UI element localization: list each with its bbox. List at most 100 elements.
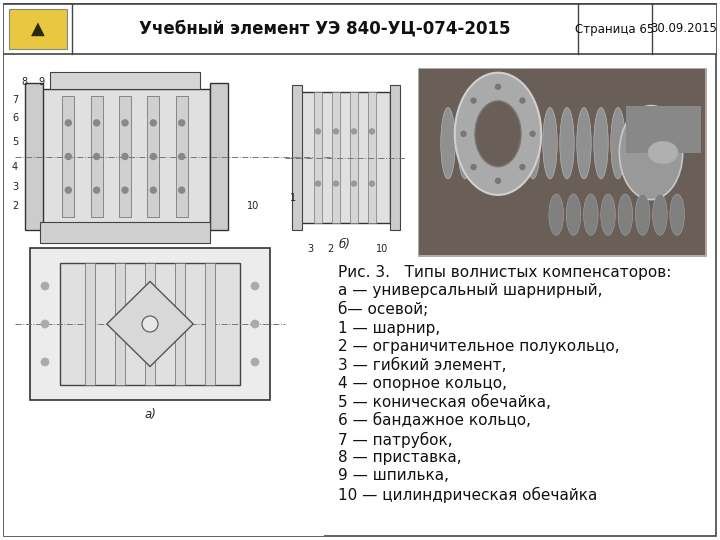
Bar: [119, 96, 131, 217]
Circle shape: [530, 131, 535, 136]
Text: 8 — приставка,: 8 — приставка,: [338, 450, 462, 465]
Text: 2: 2: [12, 201, 18, 211]
Bar: [85, 263, 95, 385]
Ellipse shape: [600, 194, 616, 235]
Bar: [25, 83, 43, 231]
Bar: [368, 92, 376, 222]
Circle shape: [495, 178, 500, 183]
Circle shape: [179, 187, 184, 193]
Ellipse shape: [566, 194, 581, 235]
Bar: [4, 4, 716, 54]
Bar: [205, 263, 215, 385]
Ellipse shape: [628, 107, 642, 179]
Circle shape: [150, 120, 156, 126]
Text: 6: 6: [12, 112, 18, 123]
Ellipse shape: [662, 107, 676, 179]
Ellipse shape: [455, 73, 541, 195]
Circle shape: [150, 187, 156, 193]
Bar: [314, 92, 322, 222]
Bar: [419, 69, 705, 255]
Ellipse shape: [652, 194, 667, 235]
Bar: [50, 71, 200, 89]
Circle shape: [461, 131, 466, 136]
Circle shape: [471, 98, 476, 103]
Text: 9: 9: [38, 77, 44, 87]
Ellipse shape: [635, 194, 650, 235]
Text: 10 — цилиндрическая обечайка: 10 — цилиндрическая обечайка: [338, 487, 598, 503]
Text: 10: 10: [247, 201, 259, 211]
Ellipse shape: [526, 107, 540, 179]
Text: 1 — шарнир,: 1 — шарнир,: [338, 321, 440, 335]
Bar: [91, 96, 103, 217]
Bar: [60, 263, 240, 385]
Circle shape: [41, 320, 49, 328]
Text: а): а): [144, 408, 156, 421]
Ellipse shape: [492, 107, 506, 179]
Circle shape: [333, 129, 338, 134]
Text: 7 — патрубок,: 7 — патрубок,: [338, 431, 453, 448]
Bar: [176, 96, 188, 217]
Text: 3 — гибкий элемент,: 3 — гибкий элемент,: [338, 357, 506, 373]
Circle shape: [66, 120, 71, 126]
Text: 30.09.2015: 30.09.2015: [651, 23, 717, 36]
Text: 2 — ограничительное полукольцо,: 2 — ограничительное полукольцо,: [338, 339, 620, 354]
Text: 8: 8: [21, 77, 27, 87]
Circle shape: [520, 98, 525, 103]
Ellipse shape: [559, 107, 575, 179]
Circle shape: [179, 120, 184, 126]
Circle shape: [142, 316, 158, 332]
Circle shape: [333, 181, 338, 186]
Text: 1: 1: [290, 193, 296, 203]
Text: 3: 3: [307, 244, 313, 254]
Bar: [4, 54, 324, 536]
Text: ▲: ▲: [31, 20, 45, 38]
Bar: [332, 92, 340, 222]
Bar: [210, 83, 228, 231]
Circle shape: [369, 181, 374, 186]
Bar: [40, 222, 210, 243]
Bar: [9, 9, 67, 49]
Text: Страница 65: Страница 65: [575, 23, 654, 36]
Text: Учебный элемент УЭ 840-УЦ-074-2015: Учебный элемент УЭ 840-УЦ-074-2015: [139, 20, 510, 38]
Bar: [300, 92, 390, 222]
Ellipse shape: [549, 194, 564, 235]
Bar: [390, 85, 400, 230]
Text: 7: 7: [12, 95, 18, 105]
Text: 9 — шпилька,: 9 — шпилька,: [338, 469, 449, 483]
Text: 4 — опорное кольцо,: 4 — опорное кольцо,: [338, 376, 507, 391]
Bar: [148, 96, 159, 217]
Circle shape: [122, 187, 128, 193]
Text: Рис. 3.   Типы волнистых компенсаторов:: Рис. 3. Типы волнистых компенсаторов:: [338, 265, 671, 280]
Circle shape: [122, 153, 128, 159]
Circle shape: [351, 181, 356, 186]
Circle shape: [251, 282, 259, 290]
Text: 5 — коническая обечайка,: 5 — коническая обечайка,: [338, 395, 551, 410]
Ellipse shape: [594, 107, 608, 179]
Bar: [350, 92, 358, 222]
Ellipse shape: [577, 107, 591, 179]
Ellipse shape: [611, 107, 625, 179]
Text: 4: 4: [12, 162, 18, 172]
Text: 5: 5: [12, 137, 18, 147]
Ellipse shape: [543, 107, 557, 179]
Circle shape: [94, 187, 99, 193]
Circle shape: [41, 358, 49, 366]
Circle shape: [41, 282, 49, 290]
Ellipse shape: [509, 107, 523, 179]
Circle shape: [66, 187, 71, 193]
Ellipse shape: [618, 194, 633, 235]
Text: 3: 3: [12, 181, 18, 192]
Bar: [145, 263, 155, 385]
Circle shape: [471, 165, 476, 170]
Bar: [418, 68, 706, 256]
Circle shape: [122, 120, 128, 126]
Circle shape: [520, 165, 525, 170]
Text: б— осевой;: б— осевой;: [338, 302, 428, 317]
Bar: [115, 263, 125, 385]
Text: а — универсальный шарнирный,: а — универсальный шарнирный,: [338, 284, 603, 299]
Circle shape: [179, 153, 184, 159]
Ellipse shape: [619, 106, 683, 200]
Ellipse shape: [645, 107, 660, 179]
Circle shape: [315, 129, 320, 134]
Bar: [626, 106, 701, 153]
